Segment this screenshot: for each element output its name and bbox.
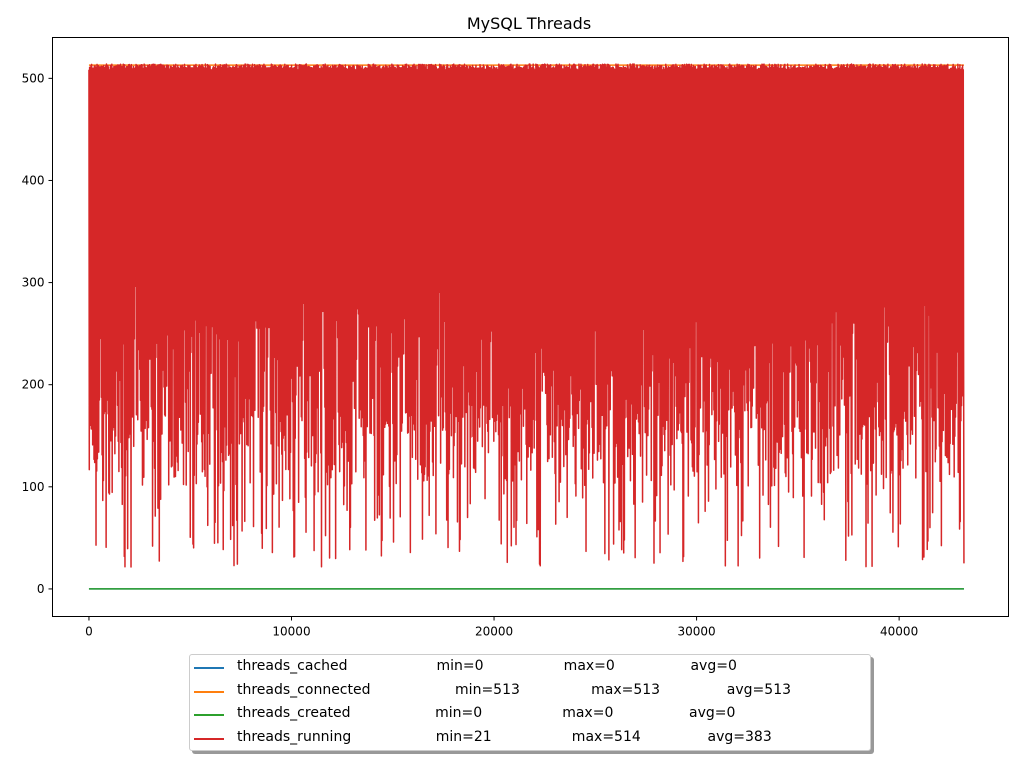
x-tick-label: 30000 — [677, 625, 715, 639]
y-tick-label: 300 — [22, 276, 45, 290]
x-tick-label: 40000 — [880, 625, 918, 639]
x-axis: 0 10000 20000 30000 40000 — [85, 616, 918, 639]
legend-label: threads_created min=0 max=0 avg=0 — [237, 705, 736, 721]
legend-swatch — [194, 667, 224, 669]
legend-entry-threads-cached: threads_cached min=0 max=0 avg=0 — [190, 657, 870, 677]
x-tick-label: 0 — [85, 625, 93, 639]
series-threads-running-line — [88, 63, 965, 568]
legend-swatch — [194, 691, 224, 693]
legend-label: threads_running min=21 max=514 avg=383 — [237, 729, 772, 745]
y-tick-label: 100 — [22, 480, 45, 494]
legend-entry-threads-connected: threads_connected min=513 max=513 avg=51… — [190, 681, 870, 701]
legend-swatch — [194, 738, 224, 740]
y-tick-label: 200 — [22, 378, 45, 392]
legend-label: threads_connected min=513 max=513 avg=51… — [237, 682, 792, 698]
y-tick-label: 0 — [37, 582, 45, 596]
y-tick-label: 400 — [22, 173, 45, 187]
plot-frame — [52, 37, 1009, 617]
x-tick-label: 20000 — [475, 625, 513, 639]
plot-area — [88, 63, 965, 590]
chart-title: MySQL Threads — [467, 14, 591, 33]
y-axis: 0 100 200 300 400 500 — [22, 71, 53, 596]
x-tick-label: 10000 — [272, 625, 310, 639]
y-tick-label: 500 — [22, 71, 45, 85]
legend-entry-threads-running: threads_running min=21 max=514 avg=383 — [190, 728, 870, 748]
legend-label: threads_cached min=0 max=0 avg=0 — [237, 658, 737, 674]
legend-entry-threads-created: threads_created min=0 max=0 avg=0 — [190, 704, 870, 724]
legend-swatch — [194, 714, 224, 716]
legend: threads_cached min=0 max=0 avg=0 threads… — [189, 654, 871, 751]
